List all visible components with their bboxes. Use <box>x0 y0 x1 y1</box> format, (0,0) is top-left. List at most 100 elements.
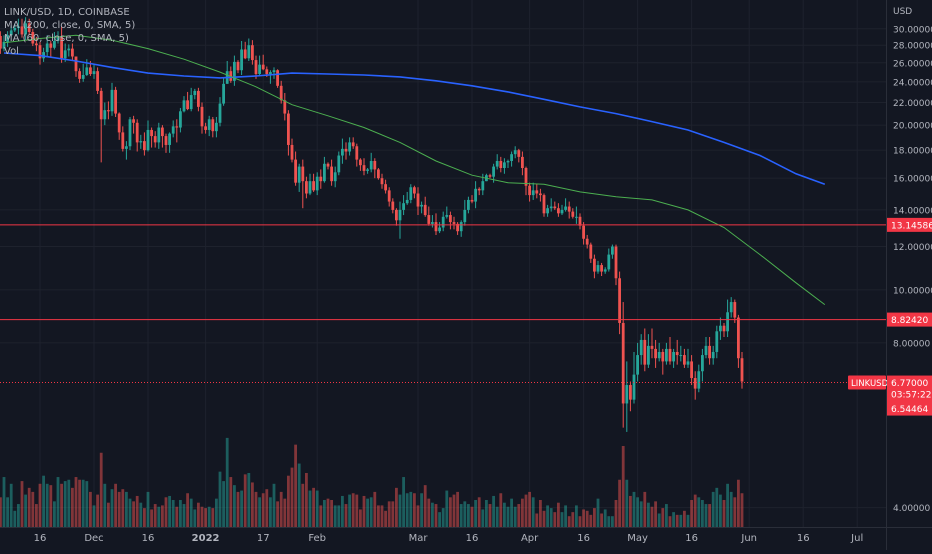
volume-bar <box>291 468 294 527</box>
candle-body <box>499 161 502 168</box>
candle-body <box>629 385 632 400</box>
volume-bar <box>438 512 441 527</box>
candle-body <box>294 160 297 183</box>
volume-bar <box>503 503 506 527</box>
volume-bar <box>741 493 744 527</box>
volume-bar <box>100 453 103 527</box>
candle-body <box>172 126 175 133</box>
volume-bar <box>132 501 135 527</box>
candle-body <box>291 145 294 160</box>
volume-bar <box>431 503 434 527</box>
candle-body <box>715 331 718 352</box>
candle-body <box>388 190 391 201</box>
volume-bar <box>121 489 124 527</box>
volume-bar <box>492 496 495 527</box>
candle-body <box>323 164 326 181</box>
volume-bar <box>255 492 258 527</box>
volume-bar <box>280 492 283 527</box>
candle-body <box>161 128 164 137</box>
x-tick-label: 16 <box>577 533 590 544</box>
y-tick-label: 18.00000 <box>893 147 932 157</box>
candle-body <box>341 149 344 156</box>
legend-ma60: MA (60, close, 0, SMA, 5) <box>4 32 135 45</box>
volume-bar <box>301 484 304 527</box>
volume-bar <box>478 497 481 527</box>
volume-bar <box>139 503 142 527</box>
candle-body <box>348 142 351 151</box>
volume-bar <box>24 495 27 527</box>
volume-bar <box>352 493 355 527</box>
horizontal-line-label: 8.82420 <box>891 316 928 326</box>
volume-bar <box>89 492 92 527</box>
y-tick-label: 30.00000 <box>893 25 932 35</box>
candle-body <box>625 385 628 403</box>
candle-body <box>568 207 571 212</box>
volume-bar <box>107 503 110 527</box>
candle-body <box>197 91 200 107</box>
volume-bar <box>175 507 178 527</box>
candle-body <box>78 71 81 79</box>
candle-body <box>564 207 567 210</box>
candle-body <box>247 45 250 58</box>
volume-bar <box>453 495 456 527</box>
x-tick-label: May <box>627 533 648 544</box>
volume-bar <box>161 505 164 527</box>
candle-body <box>539 194 542 196</box>
candle-body <box>118 114 121 133</box>
candle-body <box>424 205 427 215</box>
volume-bar <box>633 492 636 527</box>
volume-bar <box>118 492 121 527</box>
candle-body <box>237 62 240 70</box>
volume-bar <box>17 504 20 527</box>
x-tick-label: 16 <box>34 533 47 544</box>
candle-body <box>121 132 124 148</box>
volume-bar <box>3 477 6 527</box>
volume-bar <box>467 504 470 527</box>
candle-body <box>82 75 85 79</box>
candle-body <box>251 45 254 60</box>
candle-body <box>93 71 96 74</box>
volume-bar <box>597 499 600 527</box>
symbol-tag: LINKUSD <box>851 379 889 389</box>
legend-symbol: LINK/USD, 1D, COINBASE <box>4 6 135 19</box>
volume-bar <box>521 499 524 527</box>
volume-bar <box>543 511 546 527</box>
candle-body <box>496 161 499 167</box>
volume-bar <box>661 508 664 527</box>
volume-bar <box>694 495 697 527</box>
y-tick-label: 16.00000 <box>893 175 932 185</box>
candle-body <box>557 208 560 213</box>
y-tick-label: 4.00000 <box>893 504 930 514</box>
candle-body <box>265 69 268 74</box>
candle-body <box>258 65 261 74</box>
candle-body <box>622 323 625 404</box>
y-tick-label: 12.00000 <box>893 243 932 253</box>
candle-body <box>150 130 153 136</box>
volume-bar <box>208 507 211 527</box>
candle-body <box>420 205 423 207</box>
candle-body <box>359 160 362 166</box>
volume-bar <box>611 516 614 527</box>
y-tick-label: 14.00000 <box>893 206 932 216</box>
x-tick-label: 16 <box>797 533 810 544</box>
candle-body <box>255 60 258 74</box>
volume-bar <box>211 508 214 527</box>
candle-body <box>222 84 225 104</box>
x-tick-label: Jul <box>850 533 863 544</box>
x-tick-label: Jun <box>740 533 757 544</box>
candle-body <box>651 346 654 349</box>
volume-bar <box>550 508 553 527</box>
candle-body <box>517 150 520 157</box>
candle-body <box>240 49 243 70</box>
volume-bar <box>420 493 423 527</box>
candle-body <box>636 355 639 375</box>
volume-bar <box>730 492 733 527</box>
candle-body <box>467 200 470 210</box>
candle-body <box>597 265 600 272</box>
volume-bar <box>265 489 268 527</box>
candle-body <box>283 100 286 113</box>
volume-bar <box>258 497 261 527</box>
